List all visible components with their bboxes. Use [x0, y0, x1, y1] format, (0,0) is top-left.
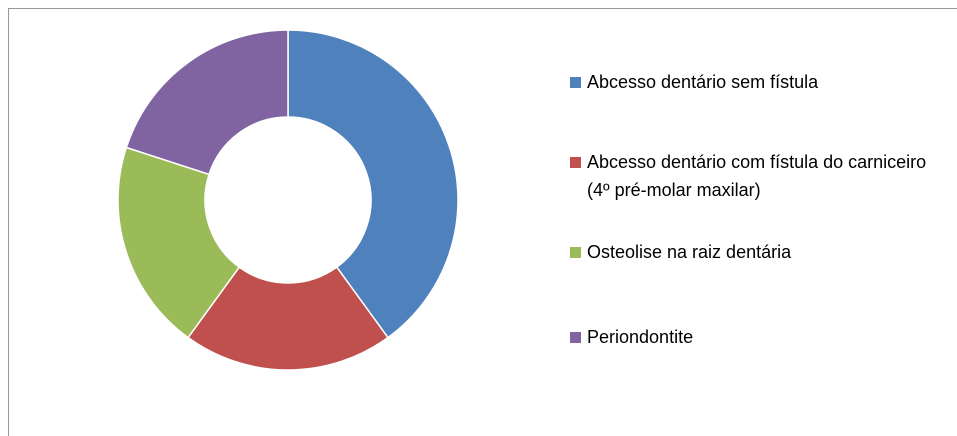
- legend-swatch: [570, 157, 581, 168]
- legend-label: Abcesso dentário sem fístula: [587, 72, 819, 92]
- legend-label: Abcesso dentário com fístula do carnicei…: [587, 152, 927, 200]
- legend-swatch: [570, 332, 581, 343]
- legend-label: Osteolise na raiz dentária: [587, 242, 792, 262]
- slice: [187, 266, 389, 371]
- legend-entry: Abcesso dentário sem fístula: [570, 68, 945, 96]
- chart-frame: [8, 8, 957, 436]
- slice: [125, 29, 289, 176]
- legend-swatch: [570, 77, 581, 88]
- legend-swatch: [570, 247, 581, 258]
- slice: [117, 146, 241, 339]
- legend-entry: Osteolise na raiz dentária: [570, 238, 945, 266]
- legend-label: Periondontite: [587, 327, 694, 347]
- slice: [287, 29, 459, 339]
- legend-entry: Periondontite: [570, 323, 945, 351]
- legend-entry: Abcesso dentário com fístula do carnicei…: [570, 148, 945, 204]
